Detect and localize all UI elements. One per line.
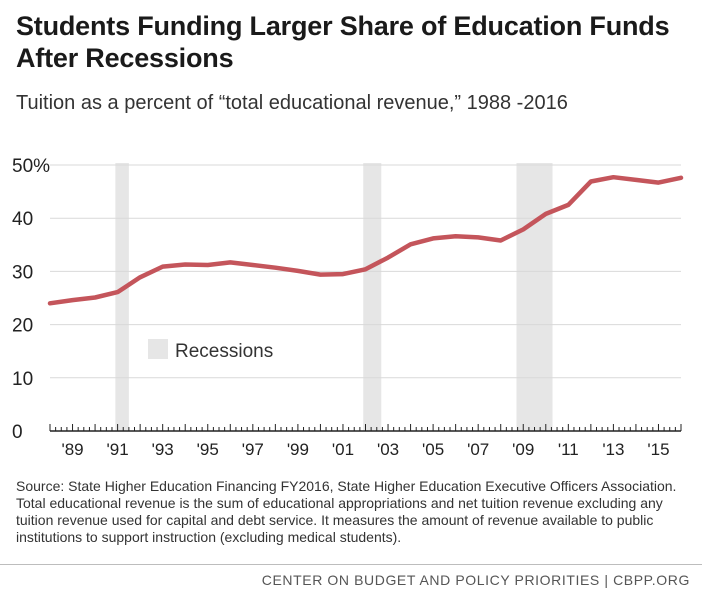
x-tick-label-1999: '99 bbox=[287, 440, 309, 459]
x-tick-label-2013: '13 bbox=[602, 440, 624, 459]
x-tick-label-2007: '07 bbox=[467, 440, 489, 459]
legend-swatch-recessions bbox=[148, 339, 168, 359]
footer-divider bbox=[0, 564, 702, 565]
x-tick-label-2001: '01 bbox=[332, 440, 354, 459]
x-tick-label-1991: '91 bbox=[107, 440, 129, 459]
legend-label-recessions: Recessions bbox=[175, 341, 273, 362]
x-axis-tick-labels: '89 '91 '93 '95 '97 '99 '01 '03 '05 '07 '09 '11 '13 '… bbox=[61, 440, 669, 459]
y-tick-label-40: 40 bbox=[12, 209, 33, 230]
y-tick-label-10: 10 bbox=[12, 369, 33, 390]
x-tick-label-2005: '05 bbox=[422, 440, 444, 459]
series-line-1 bbox=[47, 174, 684, 306]
chart-title: Students Funding Larger Share of Educati… bbox=[16, 11, 670, 73]
x-tick-label-2015: '15 bbox=[647, 440, 669, 459]
y-tick-label-30: 30 bbox=[12, 262, 33, 283]
series bbox=[47, 174, 684, 306]
y-tick-label-50: 50% bbox=[12, 156, 50, 177]
y-tick-label-20: 20 bbox=[12, 316, 33, 337]
y-axis-tick-labels: 0 10 20 30 40 50% bbox=[12, 156, 50, 443]
source-note: Source: State Higher Education Financing… bbox=[16, 478, 677, 545]
chart-subtitle: Tuition as a percent of “total education… bbox=[16, 92, 568, 114]
x-tick-label-2009: '09 bbox=[512, 440, 534, 459]
recession-bands bbox=[115, 163, 553, 431]
x-tick-label-1993: '93 bbox=[152, 440, 174, 459]
x-tick-label-1997: '97 bbox=[242, 440, 264, 459]
recession-band-3 bbox=[516, 163, 553, 431]
x-tick-label-2003: '03 bbox=[377, 440, 399, 459]
y-tick-label-0: 0 bbox=[12, 422, 23, 443]
x-tick-label-1989: '89 bbox=[61, 440, 83, 459]
recession-band-1 bbox=[115, 163, 129, 431]
recession-band-2 bbox=[363, 163, 382, 431]
x-axis-ticks bbox=[49, 424, 682, 431]
legend: Recessions bbox=[148, 339, 273, 362]
x-tick-label-1995: '95 bbox=[197, 440, 219, 459]
footer-credit: CENTER ON BUDGET AND POLICY PRIORITIES |… bbox=[261, 572, 690, 588]
x-tick-label-2011: '11 bbox=[558, 440, 579, 459]
